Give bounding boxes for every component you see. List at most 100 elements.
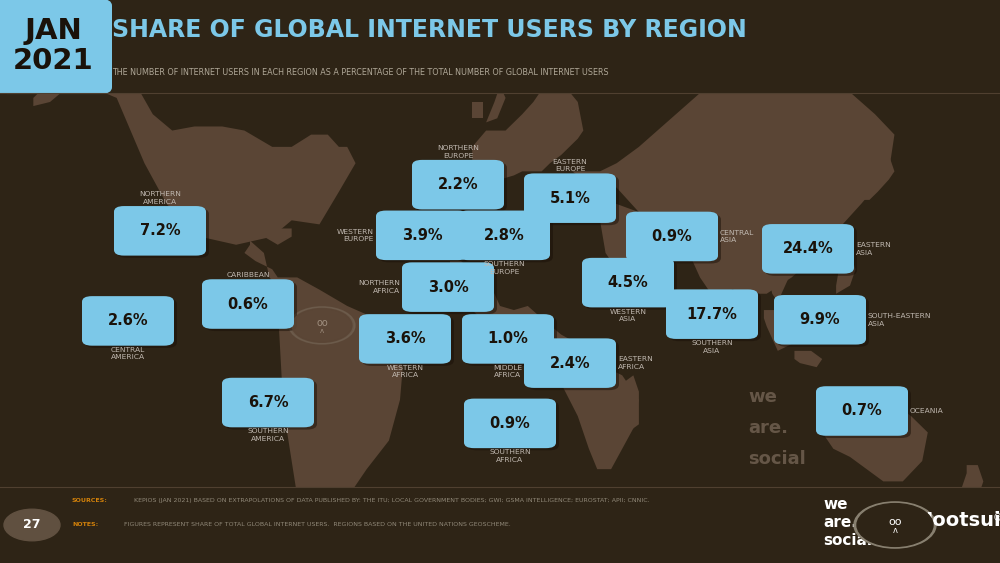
FancyBboxPatch shape	[582, 258, 674, 307]
Text: 2.4%: 2.4%	[550, 356, 590, 370]
Text: 3.9%: 3.9%	[402, 228, 442, 243]
Text: SOURCES:: SOURCES:	[72, 498, 108, 503]
Text: SOUTHERN
ASIA: SOUTHERN ASIA	[691, 340, 733, 354]
Polygon shape	[450, 261, 639, 469]
Text: KEPIOS (JAN 2021) BASED ON EXTRAPOLATIONS OF DATA PUBLISHED BY: THE ITU; LOCAL G: KEPIOS (JAN 2021) BASED ON EXTRAPOLATION…	[132, 498, 650, 503]
FancyBboxPatch shape	[458, 211, 550, 260]
Polygon shape	[961, 465, 983, 506]
Text: 0.6%: 0.6%	[228, 297, 268, 311]
FancyBboxPatch shape	[669, 292, 761, 341]
Polygon shape	[794, 351, 822, 367]
Polygon shape	[472, 82, 583, 180]
Text: OCEANIA: OCEANIA	[910, 408, 944, 414]
Text: WESTERN
AFRICA: WESTERN AFRICA	[386, 365, 424, 378]
Polygon shape	[33, 73, 125, 106]
Text: we: we	[823, 497, 848, 512]
Polygon shape	[622, 376, 639, 432]
Bar	[0, 487, 1000, 563]
Text: 17.7%: 17.7%	[687, 307, 737, 321]
FancyBboxPatch shape	[465, 316, 557, 366]
Polygon shape	[486, 86, 506, 122]
FancyBboxPatch shape	[376, 211, 468, 260]
Text: 3.6%: 3.6%	[385, 332, 425, 346]
Text: SOUTHERN
EUROPE: SOUTHERN EUROPE	[483, 261, 525, 275]
Text: 7.2%: 7.2%	[140, 224, 180, 238]
Polygon shape	[514, 33, 578, 90]
Text: NORTHERN
EUROPE: NORTHERN EUROPE	[437, 145, 479, 159]
Text: 1.0%: 1.0%	[488, 332, 528, 346]
Text: NORTHERN
AMERICA: NORTHERN AMERICA	[139, 191, 181, 205]
FancyBboxPatch shape	[762, 224, 854, 274]
Polygon shape	[861, 155, 894, 200]
Text: NORTHERN
AFRICA: NORTHERN AFRICA	[358, 280, 400, 294]
Text: WESTERN
EUROPE: WESTERN EUROPE	[337, 229, 374, 242]
Text: 9.9%: 9.9%	[800, 312, 840, 327]
Text: SOUTHERN
AMERICA: SOUTHERN AMERICA	[247, 428, 289, 442]
Text: 5.1%: 5.1%	[550, 191, 590, 205]
Text: MIDDLE
AFRICA: MIDDLE AFRICA	[493, 365, 523, 378]
FancyBboxPatch shape	[117, 208, 209, 258]
FancyBboxPatch shape	[467, 401, 559, 450]
Text: NOTES:: NOTES:	[72, 522, 98, 527]
Text: Hootsuite: Hootsuite	[916, 511, 1000, 530]
FancyBboxPatch shape	[359, 314, 451, 364]
FancyBboxPatch shape	[415, 162, 507, 212]
Text: social: social	[748, 450, 806, 468]
Text: social: social	[823, 533, 872, 548]
FancyBboxPatch shape	[202, 279, 294, 329]
Text: SOUTH-EASTERN
ASIA: SOUTH-EASTERN ASIA	[868, 313, 932, 327]
Polygon shape	[264, 229, 292, 245]
Polygon shape	[244, 241, 283, 294]
Polygon shape	[600, 204, 672, 278]
FancyBboxPatch shape	[524, 173, 616, 223]
Polygon shape	[428, 57, 461, 69]
Text: 4.5%: 4.5%	[608, 275, 648, 290]
FancyBboxPatch shape	[114, 206, 206, 256]
FancyBboxPatch shape	[412, 160, 504, 209]
FancyBboxPatch shape	[405, 265, 497, 314]
Text: 24.4%: 24.4%	[783, 242, 833, 256]
Text: we: we	[748, 388, 777, 406]
Polygon shape	[817, 396, 928, 481]
FancyBboxPatch shape	[666, 289, 758, 339]
Polygon shape	[514, 65, 533, 90]
Text: EASTERN
AFRICA: EASTERN AFRICA	[618, 356, 653, 370]
FancyBboxPatch shape	[585, 260, 677, 310]
Text: 6.7%: 6.7%	[248, 395, 288, 410]
Text: 2.2%: 2.2%	[438, 177, 478, 192]
Text: JAN: JAN	[25, 17, 82, 44]
FancyBboxPatch shape	[362, 316, 454, 366]
Text: ʌ: ʌ	[320, 328, 324, 334]
Polygon shape	[472, 102, 483, 118]
FancyBboxPatch shape	[379, 213, 471, 262]
FancyBboxPatch shape	[82, 296, 174, 346]
Polygon shape	[683, 236, 750, 294]
Polygon shape	[572, 49, 894, 294]
Text: 27: 27	[23, 519, 41, 531]
Text: ʌ: ʌ	[893, 526, 898, 535]
Polygon shape	[764, 310, 800, 351]
Polygon shape	[800, 318, 833, 343]
Text: THE NUMBER OF INTERNET USERS IN EACH REGION AS A PERCENTAGE OF THE TOTAL NUMBER : THE NUMBER OF INTERNET USERS IN EACH REG…	[112, 68, 609, 77]
Circle shape	[857, 503, 933, 546]
Text: 2021: 2021	[13, 47, 94, 74]
FancyBboxPatch shape	[225, 380, 317, 430]
Text: EASTERN
EUROPE: EASTERN EUROPE	[553, 159, 587, 172]
FancyBboxPatch shape	[527, 341, 619, 390]
Bar	[0, 0, 1000, 93]
Polygon shape	[836, 253, 856, 294]
Text: WESTERN
ASIA: WESTERN ASIA	[610, 309, 646, 322]
FancyBboxPatch shape	[85, 298, 177, 348]
FancyBboxPatch shape	[626, 212, 718, 261]
Text: 3.0%: 3.0%	[428, 280, 468, 294]
Text: 2.6%: 2.6%	[108, 314, 148, 328]
Text: oo: oo	[316, 318, 328, 328]
Polygon shape	[722, 289, 728, 302]
Circle shape	[4, 509, 60, 540]
FancyBboxPatch shape	[0, 0, 112, 94]
Polygon shape	[33, 37, 356, 245]
Text: CENTRAL
AMERICA: CENTRAL AMERICA	[111, 347, 145, 360]
FancyBboxPatch shape	[816, 386, 908, 436]
Text: SOUTHERN
AFRICA: SOUTHERN AFRICA	[489, 449, 531, 463]
Circle shape	[289, 307, 355, 344]
